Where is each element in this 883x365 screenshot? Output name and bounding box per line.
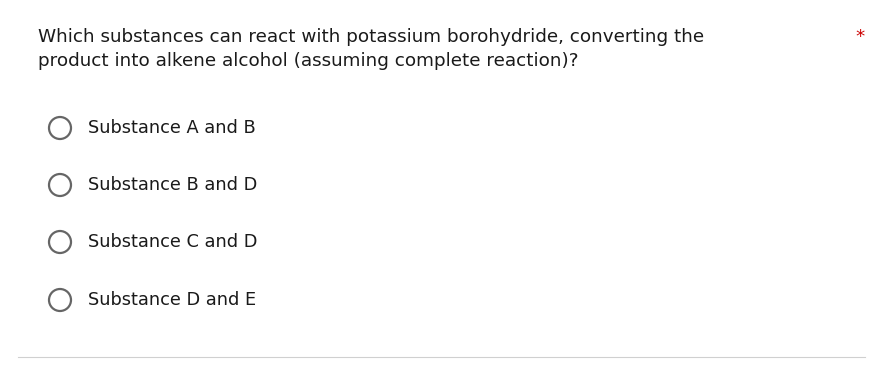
Text: product into alkene alcohol (assuming complete reaction)?: product into alkene alcohol (assuming co…	[38, 52, 578, 70]
Text: *: *	[855, 28, 864, 46]
Text: Substance D and E: Substance D and E	[88, 291, 256, 309]
Text: Which substances can react with potassium borohydride, converting the: Which substances can react with potassiu…	[38, 28, 704, 46]
Text: Substance A and B: Substance A and B	[88, 119, 256, 137]
Text: Substance C and D: Substance C and D	[88, 233, 257, 251]
Text: Substance B and D: Substance B and D	[88, 176, 257, 194]
